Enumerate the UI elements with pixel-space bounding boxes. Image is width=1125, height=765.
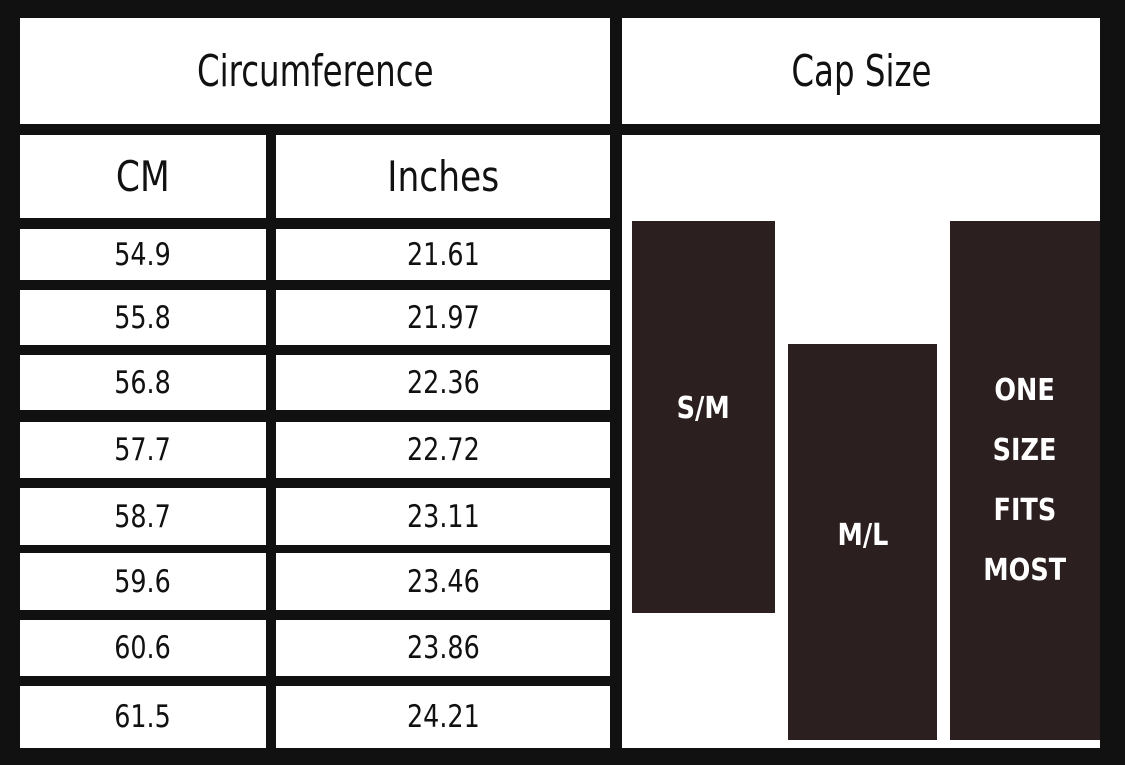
cell-text: 57.7 [114, 432, 172, 468]
cell-text: 61.5 [114, 699, 172, 735]
table-cell: 21.97 [276, 290, 610, 345]
header-text: Cap Size [790, 45, 932, 97]
table-cell: 57.7 [20, 422, 266, 478]
cell-text: 55.8 [114, 299, 172, 336]
cell-text: 56.8 [114, 364, 172, 401]
cell-text: 21.97 [406, 299, 480, 336]
table-cell: 22.36 [276, 355, 610, 410]
cell-text: 21.61 [406, 236, 480, 273]
header-text: Circumference [196, 45, 434, 97]
cap-size-label: MOST [983, 552, 1067, 588]
cell-text: 60.6 [114, 630, 172, 666]
cap-size-label: SIZE [993, 432, 1057, 468]
cell-text: 59.6 [114, 563, 172, 600]
cap-size-label: FITS [993, 492, 1057, 528]
table-cell: 61.5 [20, 686, 266, 748]
table-cell: 58.7 [20, 488, 266, 545]
table-cell: 21.61 [276, 229, 610, 280]
cell-text: 22.72 [406, 432, 480, 468]
cap-size-area: S/M M/L ONE SIZE FITS MOST [622, 135, 1100, 748]
table-cell: 22.72 [276, 422, 610, 478]
cell-text: 22.36 [406, 364, 480, 401]
table-cell: 23.11 [276, 488, 610, 545]
cell-text: 24.21 [406, 699, 480, 735]
table-cell: 59.6 [20, 553, 266, 610]
cell-text: 58.7 [114, 498, 172, 535]
table-cell: 23.86 [276, 620, 610, 676]
table-cell: 56.8 [20, 355, 266, 410]
cap-size-label: M/L [837, 518, 888, 553]
cell-text: 54.9 [114, 236, 172, 273]
column-header: Inches [276, 135, 610, 218]
cell-text: 23.46 [406, 563, 480, 600]
column-header-text: CM [116, 152, 170, 201]
cap-size-bar: S/M [632, 221, 775, 613]
cap-size-label: S/M [676, 391, 731, 426]
header-cell: Circumference [20, 18, 610, 124]
table-cell: 54.9 [20, 229, 266, 280]
table-cell: 23.46 [276, 553, 610, 610]
cap-size-bar: M/L [788, 344, 937, 740]
cap-size-bar: ONE SIZE FITS MOST [950, 221, 1100, 740]
cap-size-label: ONE [994, 372, 1056, 408]
header-cell: Cap Size [622, 18, 1100, 124]
table-cell: 60.6 [20, 620, 266, 676]
column-header: CM [20, 135, 266, 218]
table-cell: 24.21 [276, 686, 610, 748]
column-header-text: Inches [387, 152, 499, 201]
table-cell: 55.8 [20, 290, 266, 345]
cell-text: 23.86 [406, 630, 480, 666]
cell-text: 23.11 [406, 498, 480, 535]
